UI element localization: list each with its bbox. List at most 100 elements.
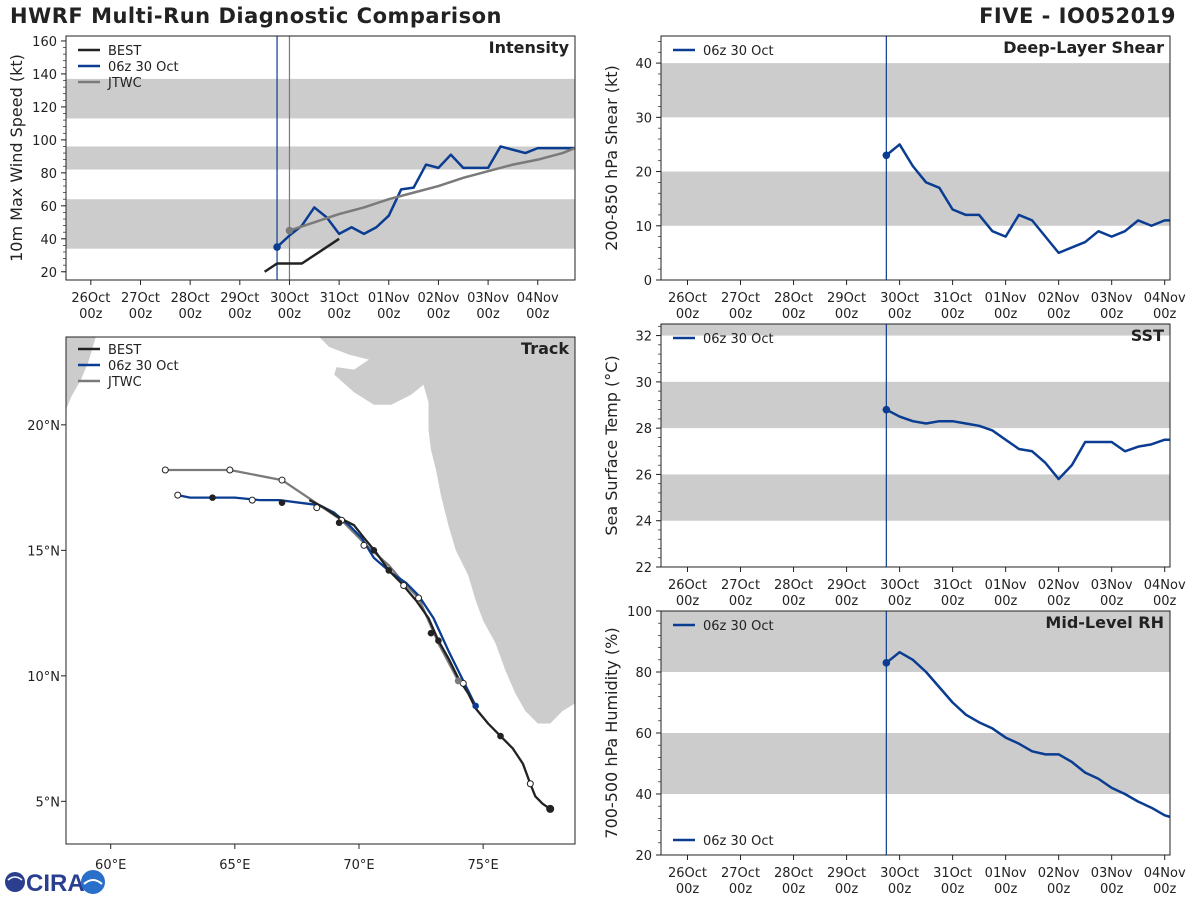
x-tick-label: 28Oct: [774, 866, 813, 881]
x-tick-label: 01Nov: [985, 291, 1027, 306]
x-tick-label: 29Oct: [220, 291, 259, 306]
series-line-jtwc: [289, 146, 576, 232]
x-tick-label: 03Nov: [1091, 291, 1133, 306]
logo-badge-icon: [81, 870, 105, 894]
x-tick-label: 00z: [994, 307, 1018, 322]
chart-intensity: 2040608010012014016026Oct00z27Oct00z28Oc…: [7, 35, 576, 322]
lon-tick-label: 75°E: [467, 858, 498, 873]
y-tick-label: 120: [32, 101, 57, 116]
x-tick-label: 30Oct: [880, 866, 919, 881]
shaded-band: [661, 63, 1170, 118]
x-tick-label: 00z: [228, 307, 252, 322]
y-axis-label: 700-500 hPa Humidity (%): [602, 627, 621, 838]
jtwc-start-marker: [454, 677, 462, 685]
lon-tick-label: 70°E: [343, 858, 374, 873]
legend-label-run: 06z 30 Oct: [108, 60, 179, 75]
track-line-best: [308, 499, 551, 810]
x-tick-label: 04Nov: [1144, 866, 1186, 881]
y-tick-label: 60: [40, 200, 57, 215]
lat-tick-label: 20°N: [27, 419, 60, 434]
x-tick-label: 00z: [1100, 882, 1124, 897]
series-start-marker: [273, 243, 281, 251]
shaded-band: [66, 199, 575, 249]
x-tick-label: 00z: [377, 307, 401, 322]
lon-tick-label: 60°E: [95, 858, 126, 873]
jtwc-position-marker: [360, 541, 368, 549]
x-tick-label: 00z: [729, 882, 753, 897]
shaded-band: [661, 324, 1170, 336]
x-tick-label: 00z: [178, 307, 202, 322]
jtwc-position-marker: [313, 504, 321, 512]
chart-track: 60°E 65°E 70°E 75°E 5°N 10°N 15°N 20°N Track BEST…: [27, 336, 576, 873]
x-tick-label: 03Nov: [1091, 578, 1133, 593]
panel-title: Deep-Layer Shear: [1003, 38, 1164, 57]
y-axis-label: 200-850 hPa Shear (kt): [602, 65, 621, 251]
y-tick-label: 160: [32, 35, 57, 50]
x-tick-label: 00z: [1100, 307, 1124, 322]
y-tick-label: 40: [40, 233, 57, 248]
x-tick-label: 00z: [676, 594, 700, 609]
shaded-band: [661, 733, 1170, 794]
y-tick-label: 20: [635, 166, 652, 181]
shaded-band: [66, 146, 575, 170]
x-tick-label: 00z: [835, 307, 859, 322]
storm-id: FIVE - IO052019: [979, 4, 1176, 28]
legend-label-run: 06z 30 Oct: [703, 332, 774, 347]
y-tick-label: 40: [635, 788, 652, 803]
panel-title: SST: [1131, 326, 1164, 345]
y-axis-label: 10m Max Wind Speed (kt): [7, 54, 26, 262]
x-tick-label: 30Oct: [880, 578, 919, 593]
series-start-marker: [882, 659, 891, 667]
jtwc-position-marker: [226, 466, 234, 474]
x-tick-label: 02Nov: [1038, 866, 1080, 881]
y-tick-label: 100: [627, 605, 652, 620]
y-tick-label: 20: [40, 266, 57, 281]
x-tick-label: 28Oct: [774, 578, 813, 593]
x-tick-label: 00z: [835, 882, 859, 897]
y-tick-label: 30: [635, 111, 652, 126]
x-tick-label: 26Oct: [668, 866, 707, 881]
x-tick-label: 00z: [782, 882, 806, 897]
legend-label-jtwc: JTWC: [107, 76, 142, 91]
y-tick-label: 28: [635, 422, 652, 437]
plot-frame: [660, 323, 1171, 568]
x-tick-label: 00z: [994, 594, 1018, 609]
x-tick-label: 02Nov: [1038, 291, 1080, 306]
land-oman: [66, 337, 96, 410]
y-tick-label: 30: [635, 376, 652, 391]
chart-rh: 2040608010026Oct00z27Oct00z28Oct00z29Oct…: [602, 605, 1186, 897]
y-tick-label: 24: [635, 515, 652, 530]
x-tick-label: 00z: [782, 307, 806, 322]
run-daily-marker: [209, 494, 216, 501]
legend-label-jtwc: JTWC: [107, 375, 142, 390]
run-daily-marker: [472, 702, 479, 710]
x-tick-label: 00z: [427, 307, 451, 322]
x-tick-label: 00z: [835, 594, 859, 609]
series-start-marker: [285, 226, 294, 235]
x-tick-label: 26Oct: [668, 578, 707, 593]
plot-frame: [65, 336, 576, 845]
land-layer: [66, 337, 575, 724]
x-tick-label: 27Oct: [721, 866, 760, 881]
series-line-run: [885, 408, 1170, 481]
best-daily-marker: [370, 547, 378, 554]
x-tick-label: 26Oct: [71, 291, 110, 306]
x-tick-label: 00z: [888, 307, 912, 322]
series-line-best: [263, 237, 340, 273]
x-tick-label: 00z: [327, 307, 351, 322]
x-tick-label: 00z: [888, 594, 912, 609]
x-tick-label: 01Nov: [985, 866, 1027, 881]
x-tick-label: 00z: [941, 882, 965, 897]
logo-globe-icon: [5, 872, 25, 892]
x-tick-label: 04Nov: [1144, 578, 1186, 593]
jtwc-position-marker: [400, 581, 408, 589]
legend-label-run: 06z 30 Oct: [703, 619, 774, 634]
series-start-marker: [882, 151, 891, 160]
lat-tick-label: 15°N: [27, 544, 60, 559]
x-tick-label: 26Oct: [668, 291, 707, 306]
x-tick-label: 00z: [888, 882, 912, 897]
best-daily-marker: [435, 637, 442, 644]
shaded-band: [66, 78, 575, 119]
x-tick-label: 00z: [1047, 882, 1071, 897]
